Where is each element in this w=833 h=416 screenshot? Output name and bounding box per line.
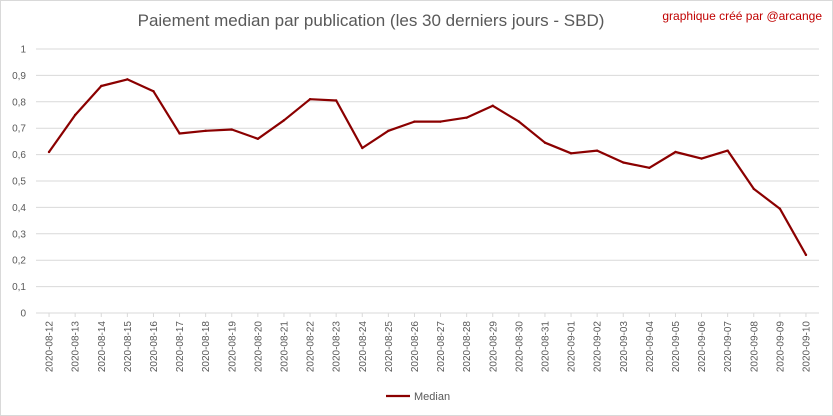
data-point (674, 150, 677, 154)
x-tick-label: 2020-09-08 (749, 321, 760, 373)
data-point (73, 113, 77, 117)
data-point (752, 187, 755, 191)
x-tick-label: 2020-08-21 (279, 321, 290, 373)
data-point (230, 128, 233, 131)
data-point (465, 116, 468, 119)
data-point (361, 146, 364, 150)
y-tick-label: 0,3 (12, 229, 26, 240)
x-tick-label: 2020-08-15 (123, 321, 134, 373)
x-tick-label: 2020-08-17 (175, 321, 186, 373)
x-tick-label: 2020-08-19 (227, 321, 238, 373)
x-tick-label: 2020-08-24 (358, 321, 369, 373)
y-tick-label: 0,8 (12, 97, 26, 108)
x-tick-label: 2020-08-12 (45, 321, 56, 373)
x-tick-label: 2020-08-23 (332, 321, 343, 373)
data-point (543, 141, 547, 144)
data-point (282, 119, 286, 122)
data-point (595, 149, 599, 152)
x-tick-label: 2020-09-02 (593, 321, 604, 373)
data-point (178, 132, 181, 135)
x-tick-label: 2020-08-31 (540, 321, 551, 373)
y-tick-label: 0,4 (12, 203, 26, 214)
y-tick-label: 0,6 (12, 150, 26, 161)
x-tick-label: 2020-08-25 (384, 321, 395, 373)
data-point (726, 149, 729, 152)
x-tick-label: 2020-09-09 (775, 321, 786, 373)
chart-title: Paiement median par publication (les 30 … (137, 11, 605, 30)
x-tick-label: 2020-09-06 (697, 321, 708, 373)
y-tick-label: 1 (20, 45, 26, 56)
y-tick-label: 0,9 (12, 71, 26, 82)
data-point (648, 166, 651, 169)
x-tick-label: 2020-08-28 (462, 321, 473, 373)
data-point (622, 161, 625, 164)
x-tick-label: 2020-08-16 (149, 321, 160, 373)
data-point (413, 120, 416, 123)
x-tick-label: 2020-08-22 (306, 321, 317, 373)
data-point (256, 137, 260, 140)
y-tick-label: 0 (20, 309, 26, 320)
data-point (804, 253, 808, 257)
data-point (439, 120, 442, 123)
x-tick-label: 2020-08-14 (97, 321, 108, 373)
data-point (152, 90, 155, 93)
data-point (334, 99, 338, 102)
data-point (47, 150, 51, 154)
x-tick-label: 2020-08-29 (488, 321, 499, 373)
data-point (491, 104, 494, 107)
data-point (126, 78, 129, 81)
series-line (47, 78, 808, 256)
legend-label: Median (414, 391, 450, 403)
x-tick-label: 2020-08-27 (436, 321, 447, 373)
chart-credit: graphique créé par @arcange (662, 9, 822, 23)
x-tick-label: 2020-08-20 (253, 321, 264, 373)
x-tick-label: 2020-09-07 (723, 321, 734, 373)
data-point (387, 129, 390, 133)
data-point (204, 129, 207, 133)
data-point (100, 84, 103, 88)
y-tick-label: 0,1 (12, 282, 26, 293)
x-tick-label: 2020-09-03 (619, 321, 630, 373)
x-tick-label: 2020-09-04 (645, 321, 656, 373)
y-tick-label: 0,2 (12, 256, 26, 267)
data-point (517, 120, 521, 123)
data-point (569, 152, 573, 155)
y-tick-label: 0,7 (12, 124, 26, 135)
data-point (700, 157, 703, 160)
x-tick-label: 2020-08-18 (201, 321, 212, 373)
x-tick-label: 2020-08-13 (71, 321, 82, 373)
data-point (778, 207, 782, 210)
x-tick-label: 2020-09-10 (801, 321, 812, 373)
data-point (308, 97, 312, 101)
x-tick-label: 2020-09-05 (671, 321, 682, 373)
y-tick-label: 0,5 (12, 177, 26, 188)
x-tick-label: 2020-09-01 (567, 321, 578, 373)
x-tick-label: 2020-08-26 (410, 321, 421, 373)
x-tick-label: 2020-08-30 (514, 321, 525, 373)
